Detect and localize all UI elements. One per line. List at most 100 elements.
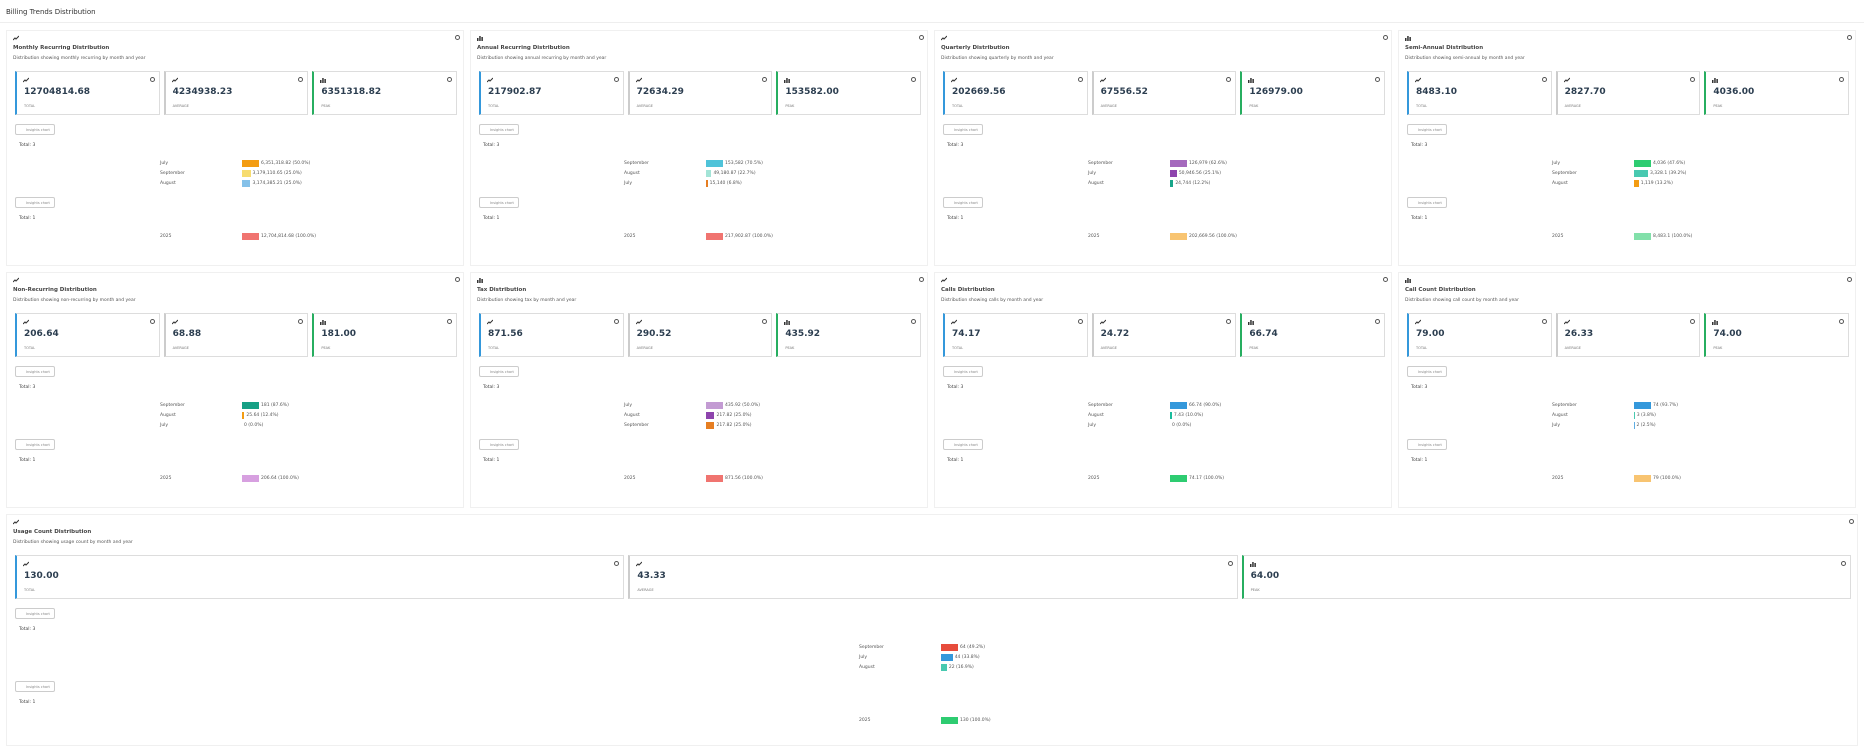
row-label: September xyxy=(160,403,185,408)
info-button[interactable] xyxy=(1226,77,1232,82)
info-button[interactable] xyxy=(446,319,452,324)
icon xyxy=(23,319,29,325)
info-button[interactable] xyxy=(1374,319,1380,324)
bar-label: 6,351,318.82 (50.0%) xyxy=(261,161,311,166)
card: Calls Distribution Distribution showing c… xyxy=(934,272,1392,508)
chart-button[interactable]: Insights chart xyxy=(479,197,519,208)
card-title: Semi-Annual Distribution xyxy=(1405,45,1484,51)
info-button[interactable] xyxy=(1374,77,1380,82)
info-button[interactable] xyxy=(298,319,304,324)
info-button[interactable] xyxy=(1383,35,1388,40)
info-button[interactable] xyxy=(446,77,452,82)
chart-button[interactable]: Insights chart xyxy=(1407,124,1447,135)
chart-button[interactable]: Insights chart xyxy=(15,124,55,135)
stat-label: TOTAL xyxy=(24,588,36,592)
icon xyxy=(1248,78,1255,83)
chart-button[interactable]: Insights chart xyxy=(15,366,55,377)
chart-button[interactable]: Insights chart xyxy=(943,197,983,208)
info-button[interactable] xyxy=(1077,77,1083,82)
stat-label: AVERAGE xyxy=(1564,104,1581,108)
info-button[interactable] xyxy=(919,35,924,40)
icon xyxy=(23,77,29,83)
info-button[interactable] xyxy=(1227,561,1233,566)
chart-button[interactable]: Insights chart xyxy=(479,366,519,377)
info-button[interactable] xyxy=(1690,319,1696,324)
chart-button[interactable]: Insights chart xyxy=(15,197,55,208)
info-button[interactable] xyxy=(762,319,768,324)
info-button[interactable] xyxy=(455,277,460,282)
chart-button[interactable]: Insights chart xyxy=(943,366,983,377)
info-button[interactable] xyxy=(919,277,924,282)
total-label: Total: 1 xyxy=(19,700,36,705)
chart-button[interactable]: Insights chart xyxy=(1407,366,1447,377)
chart-button[interactable]: Insights chart xyxy=(943,124,983,135)
icon xyxy=(1563,77,1570,83)
info-button[interactable] xyxy=(1838,319,1844,324)
bar xyxy=(1634,233,1651,240)
info-button[interactable] xyxy=(613,77,619,82)
info-button[interactable] xyxy=(1383,277,1388,282)
card-subtitle: Distribution showing monthly recurring b… xyxy=(13,56,146,61)
row-label: 2025 xyxy=(1552,476,1564,481)
stat-label: AVERAGE xyxy=(172,104,189,108)
stat-value: 68.88 xyxy=(172,329,202,339)
bar-label: 3,328.1 (39.2%) xyxy=(1650,171,1687,176)
chart-button[interactable]: Insights chart xyxy=(479,124,519,135)
info-button[interactable] xyxy=(613,319,619,324)
stat-label: AVERAGE xyxy=(637,588,654,592)
icon xyxy=(487,77,493,83)
info-button[interactable] xyxy=(1226,319,1232,324)
chart-button[interactable]: Insights chart xyxy=(1407,197,1447,208)
info-button[interactable] xyxy=(1541,319,1547,324)
info-button[interactable] xyxy=(1840,561,1846,566)
bar-label: 202,669.56 (100.0%) xyxy=(1189,234,1237,239)
row-label: September xyxy=(624,423,649,428)
bar xyxy=(706,160,723,167)
stat-label: TOTAL xyxy=(1416,346,1428,350)
chart-button[interactable]: Insights chart xyxy=(479,439,519,450)
stat-label: PEAK xyxy=(1249,346,1259,350)
info-button[interactable] xyxy=(1847,277,1852,282)
info-button[interactable] xyxy=(762,77,768,82)
bar xyxy=(242,233,259,240)
info-button[interactable] xyxy=(149,319,155,324)
stat-label: PEAK xyxy=(785,104,795,108)
info-button[interactable] xyxy=(455,35,460,40)
stat-label: AVERAGE xyxy=(172,346,189,350)
chart-button[interactable]: Insights chart xyxy=(943,439,983,450)
info-button[interactable] xyxy=(149,77,155,82)
info-button[interactable] xyxy=(910,319,916,324)
info-button[interactable] xyxy=(910,77,916,82)
info-button[interactable] xyxy=(1849,519,1854,524)
bar xyxy=(242,402,259,409)
info-button[interactable] xyxy=(1541,77,1547,82)
stat-value: 202669.56 xyxy=(952,87,1006,97)
bar-label: 49,180.87 (22.7%) xyxy=(713,171,756,176)
chart-button[interactable]: Insights chart xyxy=(15,439,55,450)
row-label: 2025 xyxy=(624,476,636,481)
bar-label: 74.17 (100.0%) xyxy=(1189,476,1224,481)
bar-label: 15,140 (6.8%) xyxy=(709,181,742,186)
info-button[interactable] xyxy=(1838,77,1844,82)
stat-card: 74.17 TOTAL xyxy=(943,313,1088,357)
info-button[interactable] xyxy=(1077,319,1083,324)
info-button[interactable] xyxy=(1690,77,1696,82)
card: Annual Recurring Distribution Distributio… xyxy=(470,30,928,266)
info-button[interactable] xyxy=(614,561,620,566)
info-button[interactable] xyxy=(298,77,304,82)
icon xyxy=(320,78,327,83)
chart-button[interactable]: Insights chart xyxy=(15,681,55,692)
stat-value: 871.56 xyxy=(488,329,523,339)
chart-button[interactable]: Insights chart xyxy=(15,608,55,619)
bar xyxy=(941,717,958,724)
bar xyxy=(706,180,708,187)
row-label: July xyxy=(1088,423,1097,428)
row-label: July xyxy=(859,655,868,660)
stat-value: 2827.70 xyxy=(1564,87,1606,97)
card-subtitle: Distribution showing annual recurring by… xyxy=(477,56,607,61)
stat-value: 8483.10 xyxy=(1416,87,1457,97)
stat-value: 181.00 xyxy=(321,329,357,339)
card: Call Count Distribution Distribution show… xyxy=(1398,272,1856,508)
info-button[interactable] xyxy=(1847,35,1852,40)
chart-button[interactable]: Insights chart xyxy=(1407,439,1447,450)
